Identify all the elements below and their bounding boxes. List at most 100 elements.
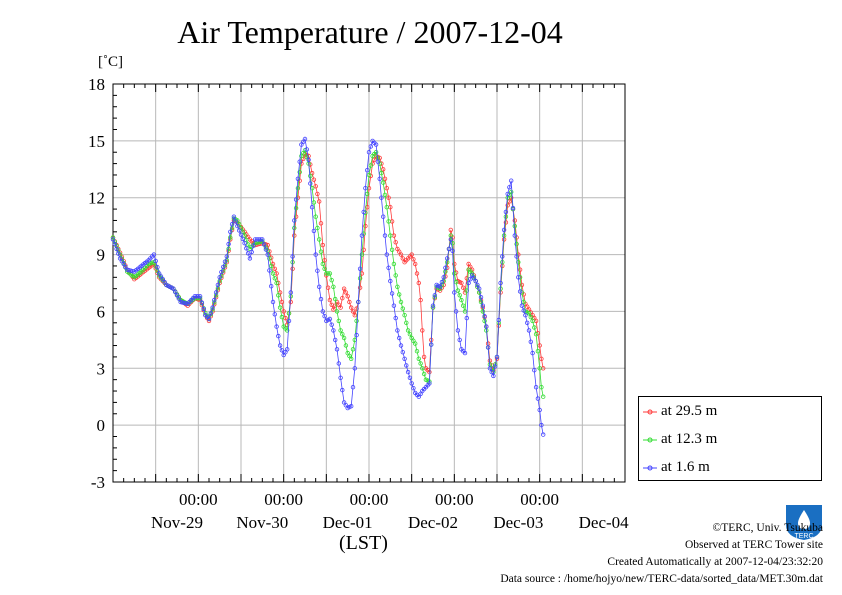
data-point <box>199 300 205 305</box>
data-point <box>340 387 345 393</box>
data-point <box>448 227 453 233</box>
data-point <box>258 237 263 242</box>
data-point <box>532 325 537 330</box>
data-point <box>263 247 269 252</box>
data-point <box>347 299 352 305</box>
data-point <box>349 356 354 361</box>
data-point <box>212 297 217 303</box>
data-point <box>349 404 354 409</box>
data-point <box>327 271 333 276</box>
data-point <box>313 252 318 257</box>
data-point <box>432 293 437 298</box>
data-point <box>285 328 290 333</box>
x-time-label: 00:00 <box>264 490 303 509</box>
data-point <box>279 314 285 320</box>
credit-copyright: ©TERC, Univ. Tsukuba <box>712 522 823 534</box>
data-point <box>478 295 484 300</box>
data-point <box>377 176 382 181</box>
data-point <box>306 157 311 162</box>
data-point <box>521 308 526 313</box>
data-point <box>455 328 461 333</box>
data-point <box>320 242 325 248</box>
legend-swatch-1-6m <box>643 465 657 471</box>
data-point <box>484 324 489 329</box>
data-point <box>414 271 420 276</box>
data-point <box>311 177 317 182</box>
data-point <box>354 318 359 324</box>
x-date-label: Dec-03 <box>493 513 543 532</box>
data-point <box>405 369 411 375</box>
data-point <box>272 266 277 271</box>
x-axis-ticks: 00:00 00:00 00:00 00:00 00:00 Nov-29 Nov-30 Dec… <box>123 84 629 532</box>
data-point <box>384 185 389 191</box>
data-point <box>220 264 226 270</box>
data-point <box>389 291 395 296</box>
data-point <box>478 299 484 305</box>
data-point <box>494 354 500 360</box>
y-axis-ticks: 18 15 12 9 6 3 0 -3 <box>88 75 117 492</box>
data-point <box>320 309 325 314</box>
data-point <box>311 228 317 234</box>
data-point <box>260 237 265 242</box>
data-point <box>350 309 356 314</box>
data-point <box>418 361 423 366</box>
data-point <box>386 265 391 270</box>
series-layer <box>110 136 546 437</box>
data-point <box>247 256 253 261</box>
data-point <box>510 205 516 211</box>
data-point <box>226 246 231 252</box>
data-point <box>286 318 292 324</box>
data-point <box>365 191 370 197</box>
data-point <box>334 347 340 352</box>
data-point <box>331 307 336 312</box>
data-point <box>341 335 347 341</box>
data-point <box>473 278 478 284</box>
data-point <box>297 159 302 164</box>
data-point <box>293 205 299 211</box>
data-point <box>477 286 482 291</box>
data-point <box>304 147 309 152</box>
data-point <box>487 366 493 371</box>
data-point <box>331 328 336 333</box>
data-point <box>359 233 365 238</box>
data-point <box>420 328 425 333</box>
data-point <box>329 322 334 327</box>
series-line <box>112 153 544 374</box>
data-point <box>325 271 331 276</box>
chart-title: Air Temperature / 2007-12-04 <box>177 14 563 50</box>
data-point <box>343 290 349 295</box>
data-point <box>393 240 398 245</box>
data-point <box>224 254 229 259</box>
data-point <box>308 173 313 179</box>
data-point <box>402 313 407 318</box>
data-point <box>285 347 290 352</box>
data-point <box>327 316 333 322</box>
data-point <box>222 259 228 264</box>
data-point <box>388 233 393 238</box>
data-point <box>226 241 231 247</box>
data-point <box>340 296 345 301</box>
data-point <box>391 261 397 267</box>
data-point <box>535 396 541 401</box>
data-point <box>357 266 363 271</box>
data-point <box>466 280 471 286</box>
data-point <box>452 271 457 276</box>
data-point <box>338 328 343 333</box>
data-point <box>322 258 327 263</box>
credit-created: Created Automatically at 2007-12-04/23:3… <box>607 556 823 568</box>
y-axis-unit: [˚C] <box>98 54 123 70</box>
data-point <box>345 294 350 299</box>
y-tick-label: 12 <box>88 189 105 208</box>
data-point <box>269 263 274 269</box>
data-point <box>416 356 421 361</box>
terc-logo: TERC <box>786 505 822 540</box>
data-point <box>405 328 411 333</box>
legend-label-1-6m: at 1.6 m <box>661 459 710 475</box>
data-point <box>505 203 510 208</box>
data-point <box>242 240 247 246</box>
data-point <box>333 296 338 302</box>
data-point <box>281 309 286 314</box>
data-point <box>411 257 416 262</box>
data-point <box>539 356 544 361</box>
grid-lines <box>113 83 625 483</box>
